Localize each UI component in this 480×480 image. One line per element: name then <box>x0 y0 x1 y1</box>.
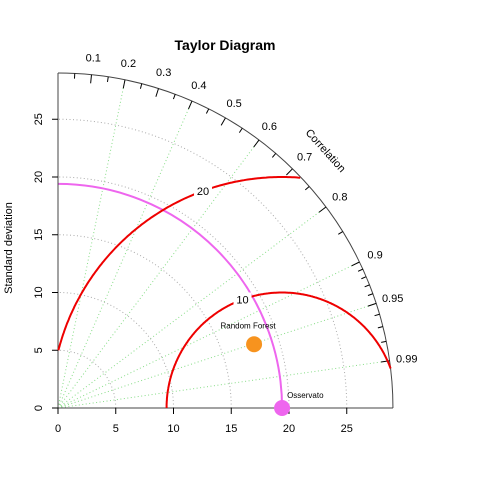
x-tick-label: 25 <box>341 423 353 435</box>
rms-contour <box>57 176 301 351</box>
correlation-tick <box>351 261 360 267</box>
rms-label-bg <box>233 292 252 306</box>
rms-contour-label: 10 <box>236 294 248 306</box>
correlation-minor-tick <box>139 83 143 89</box>
correlation-minor-tick <box>172 94 176 100</box>
correlation-grid-line <box>57 100 193 409</box>
correlation-tick-label: 0.4 <box>191 80 206 92</box>
correlation-arc <box>57 72 394 409</box>
correlation-minor-tick <box>361 276 367 280</box>
model-point-label: Random Forest <box>220 321 276 330</box>
y-tick-label: 15 <box>33 229 45 241</box>
correlation-tick <box>155 88 159 97</box>
model-point <box>246 336 263 353</box>
correlation-minor-tick <box>205 108 210 114</box>
correlation-tick-label: 0.7 <box>297 151 312 163</box>
x-tick-label: 5 <box>113 423 119 435</box>
axes: 0 0 5 5 10 10 15 15 20 20 25 25 0.1 0.2 0.3 0.4 0.5 0.6 0.… <box>33 52 417 435</box>
correlation-grid-line <box>57 360 390 409</box>
correlation-minor-tick <box>238 127 243 133</box>
correlation-minor-tick <box>367 293 374 296</box>
reference-point-label: Osservato <box>287 391 324 400</box>
correlation-tick-label: 0.2 <box>121 58 136 70</box>
correlation-tick-label: 0.1 <box>86 52 101 64</box>
x-tick-label: 15 <box>225 423 237 435</box>
y-tick-label: 5 <box>33 347 45 353</box>
correlation-tick <box>122 79 126 89</box>
y-tick-label: 20 <box>33 171 45 183</box>
grid <box>57 79 390 409</box>
sd-grid-arc <box>57 118 348 409</box>
correlation-minor-tick <box>106 76 109 83</box>
sd-grid-arc <box>57 176 290 409</box>
correlation-tick-label: 0.95 <box>382 293 403 305</box>
y-tick-label: 25 <box>33 113 45 125</box>
correlation-grid-line <box>57 206 327 409</box>
correlation-tick-label: 0.9 <box>367 249 382 261</box>
data-points: Osservato Random Forest <box>220 321 324 416</box>
correlation-minor-tick <box>271 153 277 158</box>
reference-point <box>274 400 291 416</box>
y-tick-label: 0 <box>33 405 45 411</box>
correlation-tick <box>90 74 92 84</box>
correlation-grid-line <box>57 261 360 409</box>
correlation-tick <box>367 302 377 307</box>
correlation-tick-label: 0.3 <box>156 67 171 79</box>
x-tick-label: 20 <box>283 423 295 435</box>
y-axis-label: Standard deviation <box>3 202 15 294</box>
reference-sd-arc <box>57 182 284 409</box>
correlation-tick-label: 0.5 <box>226 98 241 110</box>
correlation-tick <box>220 117 226 126</box>
correlation-minor-tick <box>364 284 370 288</box>
correlation-tick <box>253 139 260 148</box>
correlation-minor-tick <box>381 340 387 343</box>
correlation-minor-tick <box>304 186 310 191</box>
correlation-grid-line <box>57 302 377 409</box>
rms-contours: 10 20 <box>57 176 392 408</box>
correlation-grid-line <box>57 139 260 409</box>
correlation-tick <box>318 206 327 213</box>
sd-grid-arc <box>57 349 117 409</box>
rms-label-bg <box>194 183 213 197</box>
correlation-tick-label: 0.6 <box>262 121 277 133</box>
correlation-tick <box>188 100 193 110</box>
correlation-tick-label: 0.8 <box>332 192 347 204</box>
correlation-minor-tick <box>338 231 343 235</box>
rms-contour-label: 20 <box>197 186 209 198</box>
y-tick-label: 10 <box>33 286 45 298</box>
x-tick-label: 10 <box>167 423 179 435</box>
correlation-tick-label: 0.99 <box>396 353 417 365</box>
correlation-tick <box>286 168 293 176</box>
correlation-minor-tick <box>357 268 364 272</box>
rms-contour <box>165 291 392 408</box>
chart-title: Taylor Diagram <box>175 37 276 53</box>
correlation-minor-tick <box>377 326 384 329</box>
sd-grid-arc <box>57 292 174 409</box>
x-tick-label: 0 <box>55 423 61 435</box>
correlation-minor-tick <box>374 313 380 317</box>
